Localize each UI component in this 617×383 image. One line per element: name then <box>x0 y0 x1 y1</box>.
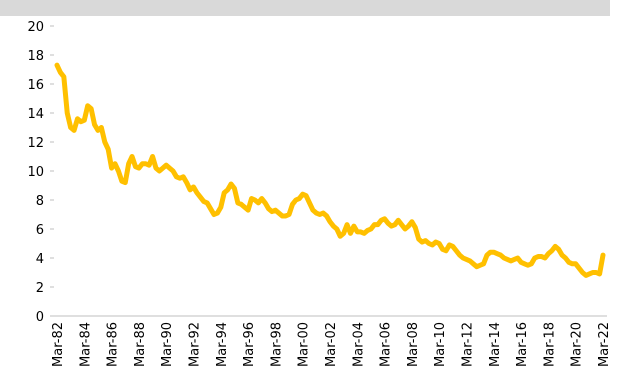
x-tick-label: Mar-02 <box>324 322 339 367</box>
x-tick-label: Mar-96 <box>242 322 257 367</box>
y-tick-label: 0 <box>36 310 44 325</box>
x-tick-label: Mar-20 <box>570 322 585 367</box>
x-tick-label: Mar-08 <box>406 322 421 367</box>
y-tick-label: 20 <box>27 20 44 35</box>
x-tick-label: Mar-82 <box>51 322 66 367</box>
y-tick-label: 12 <box>27 136 44 151</box>
x-tick-label: Mar-04 <box>351 322 366 367</box>
x-tick-label: Mar-18 <box>542 322 557 367</box>
x-tick-label: Mar-88 <box>133 322 148 367</box>
header-band <box>0 0 610 16</box>
x-tick-label: Mar-06 <box>379 322 394 367</box>
y-tick-label: 16 <box>27 78 44 93</box>
x-tick-label: Mar-92 <box>188 322 203 367</box>
data-line <box>54 62 606 278</box>
x-tick-label: Mar-16 <box>515 322 530 367</box>
x-tick-label: Mar-10 <box>433 322 448 367</box>
y-tick-label: 8 <box>36 194 44 209</box>
x-tick-label: Mar-14 <box>488 322 503 367</box>
x-tick-label: Mar-22 <box>597 322 612 367</box>
x-tick-label: Mar-00 <box>297 322 312 367</box>
x-tick-label: Mar-86 <box>106 322 121 367</box>
x-tick-label: Mar-12 <box>461 322 476 367</box>
y-tick-label: 10 <box>27 165 44 180</box>
y-tick-label: 14 <box>27 107 44 122</box>
y-tick-label: 6 <box>36 223 44 238</box>
y-tick-label: 18 <box>27 49 44 64</box>
x-tick-label: Mar-98 <box>269 322 284 367</box>
x-tick-label: Mar-94 <box>215 322 230 367</box>
y-tick-label: 4 <box>36 252 44 267</box>
x-tick-label: Mar-90 <box>160 322 175 367</box>
y-tick-label: 2 <box>36 281 44 296</box>
x-tick-label: Mar-84 <box>78 322 93 367</box>
